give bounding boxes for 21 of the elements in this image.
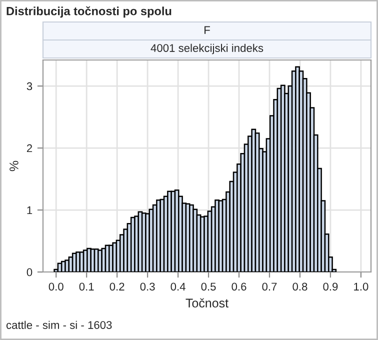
y-tick-label: 2: [26, 144, 32, 152]
x-tick-label: 0.4: [170, 282, 186, 291]
text: 4001 selekcijski indeks: [150, 44, 264, 54]
x-tick-label: 0.1: [79, 282, 94, 291]
chart-subtitle: F: [204, 26, 210, 34]
y-tick-label: 0: [26, 268, 32, 276]
y-axis-title: %: [10, 160, 18, 172]
x-tick-label: 0.2: [110, 282, 124, 291]
x-tick-label: 0.5: [201, 282, 216, 291]
x-tick-label: 0.3: [140, 282, 155, 291]
x-tick-label: 0.7: [262, 282, 277, 291]
text: cattle - sim - si - 1603: [6, 320, 112, 329]
y-tick-label: 1: [27, 206, 32, 214]
x-tick-label: 0.8: [292, 282, 308, 291]
x-tick-label: 0.0: [48, 282, 64, 291]
y-tick-label: 3: [26, 82, 32, 90]
chart-title: Distribucija točnosti po spolu: [6, 6, 172, 18]
x-tick-label: 0.9: [323, 282, 338, 291]
x-tick-label: 1.0: [354, 282, 368, 291]
x-tick-label: 0.6: [232, 282, 246, 291]
x-axis-title: Točnost: [186, 298, 228, 308]
